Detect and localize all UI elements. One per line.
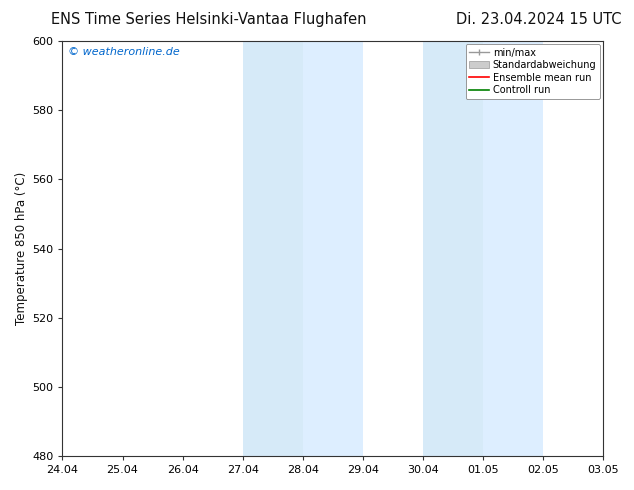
Y-axis label: Temperature 850 hPa (°C): Temperature 850 hPa (°C): [15, 172, 28, 325]
Bar: [243, 41, 303, 456]
Bar: [483, 41, 543, 456]
Text: ENS Time Series Helsinki-Vantaa Flughafen: ENS Time Series Helsinki-Vantaa Flughafe…: [51, 12, 366, 27]
Bar: [303, 41, 363, 456]
Text: © weatheronline.de: © weatheronline.de: [68, 47, 179, 57]
Bar: [423, 41, 483, 456]
Legend: min/max, Standardabweichung, Ensemble mean run, Controll run: min/max, Standardabweichung, Ensemble me…: [465, 44, 600, 99]
Text: Di. 23.04.2024 15 UTC: Di. 23.04.2024 15 UTC: [456, 12, 621, 27]
